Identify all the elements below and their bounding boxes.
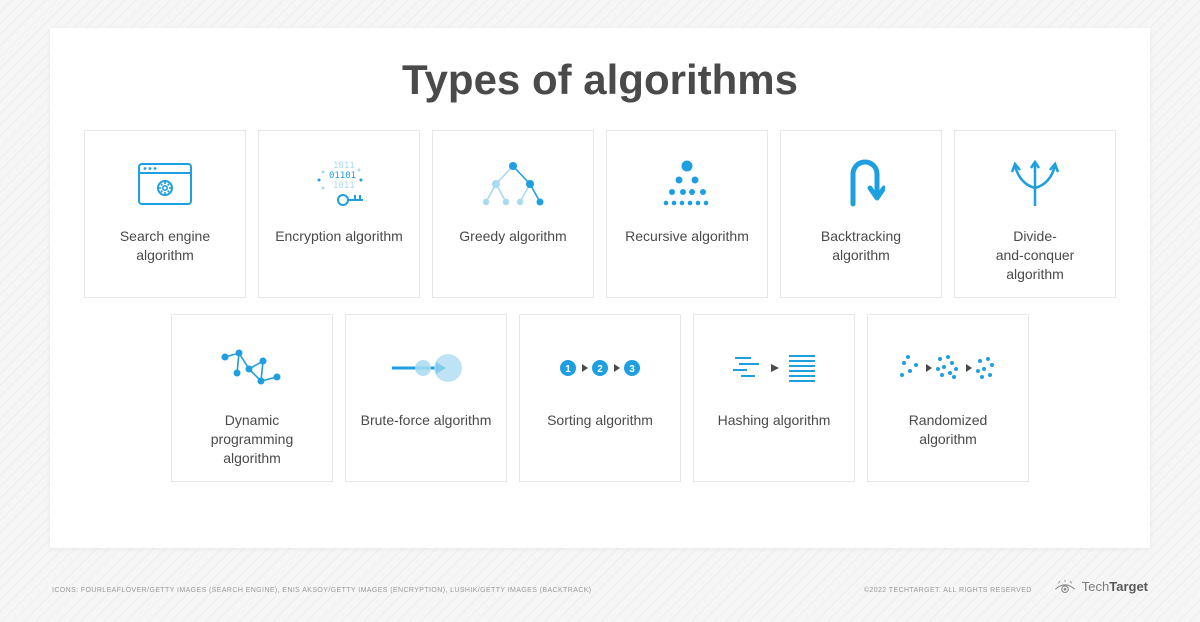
card-label: Divide-and-conquer algorithm: [965, 227, 1105, 284]
card-backtracking: Backtracking algorithm: [780, 130, 942, 298]
card-label: Sorting algorithm: [547, 411, 653, 430]
card-label: Hashing algorithm: [718, 411, 831, 430]
dynamic-programming-icon: [182, 333, 322, 403]
main-panel: Types of algorithms Search engine algori…: [50, 28, 1150, 548]
card-label: Greedy algorithm: [459, 227, 566, 246]
card-label: Randomized algorithm: [878, 411, 1018, 449]
svg-text:01101: 01101: [329, 171, 356, 181]
card-divide-conquer: Divide-and-conquer algorithm: [954, 130, 1116, 298]
card-search-engine: Search engine algorithm: [84, 130, 246, 298]
greedy-icon: [443, 149, 583, 219]
icon-credits: ICONS: FOURLEAFLOVER/GETTY IMAGES (SEARC…: [52, 587, 592, 594]
card-dynamic-programming: Dynamic programming algorithm: [171, 314, 333, 482]
card-label: Backtracking algorithm: [791, 227, 931, 265]
card-randomized: Randomized algorithm: [867, 314, 1029, 482]
brand-name: TechTarget: [1082, 579, 1148, 594]
hashing-icon: [704, 333, 844, 403]
card-recursive: Recursive algorithm: [606, 130, 768, 298]
card-encryption: 1011 01101 1011 Encryption algorithm: [258, 130, 420, 298]
card-label: Encryption algorithm: [275, 227, 403, 246]
card-greedy: Greedy algorithm: [432, 130, 594, 298]
card-label: Dynamic programming algorithm: [182, 411, 322, 468]
sorting-icon: 1 2 3: [530, 333, 670, 403]
svg-text:3: 3: [629, 364, 635, 375]
page-title: Types of algorithms: [80, 56, 1120, 104]
svg-text:1: 1: [565, 364, 571, 375]
backtracking-icon: [791, 149, 931, 219]
card-label: Brute-force algorithm: [361, 411, 492, 430]
randomized-icon: [878, 333, 1018, 403]
brand-logo-block: TechTarget: [1054, 579, 1148, 594]
recursive-icon: [617, 149, 757, 219]
card-label: Search engine algorithm: [95, 227, 235, 265]
card-hashing: Hashing algorithm: [693, 314, 855, 482]
svg-text:1011: 1011: [333, 161, 355, 171]
brute-force-icon: [356, 333, 496, 403]
row-1: Search engine algorithm 1011 01101 1011 …: [80, 130, 1120, 298]
techtarget-eye-icon: [1054, 580, 1076, 594]
search-engine-icon: [95, 149, 235, 219]
card-sorting: 1 2 3 Sorting algorithm: [519, 314, 681, 482]
card-brute-force: Brute-force algorithm: [345, 314, 507, 482]
card-label: Recursive algorithm: [625, 227, 749, 246]
footer: ICONS: FOURLEAFLOVER/GETTY IMAGES (SEARC…: [52, 579, 1148, 594]
svg-text:2: 2: [597, 364, 603, 375]
row-2: Dynamic programming algorithm Brute-forc…: [80, 314, 1120, 482]
copyright-text: ©2022 TECHTARGET. ALL RIGHTS RESERVED: [864, 587, 1032, 594]
divide-conquer-icon: [965, 149, 1105, 219]
svg-text:1011: 1011: [333, 181, 355, 191]
encryption-icon: 1011 01101 1011: [269, 149, 409, 219]
